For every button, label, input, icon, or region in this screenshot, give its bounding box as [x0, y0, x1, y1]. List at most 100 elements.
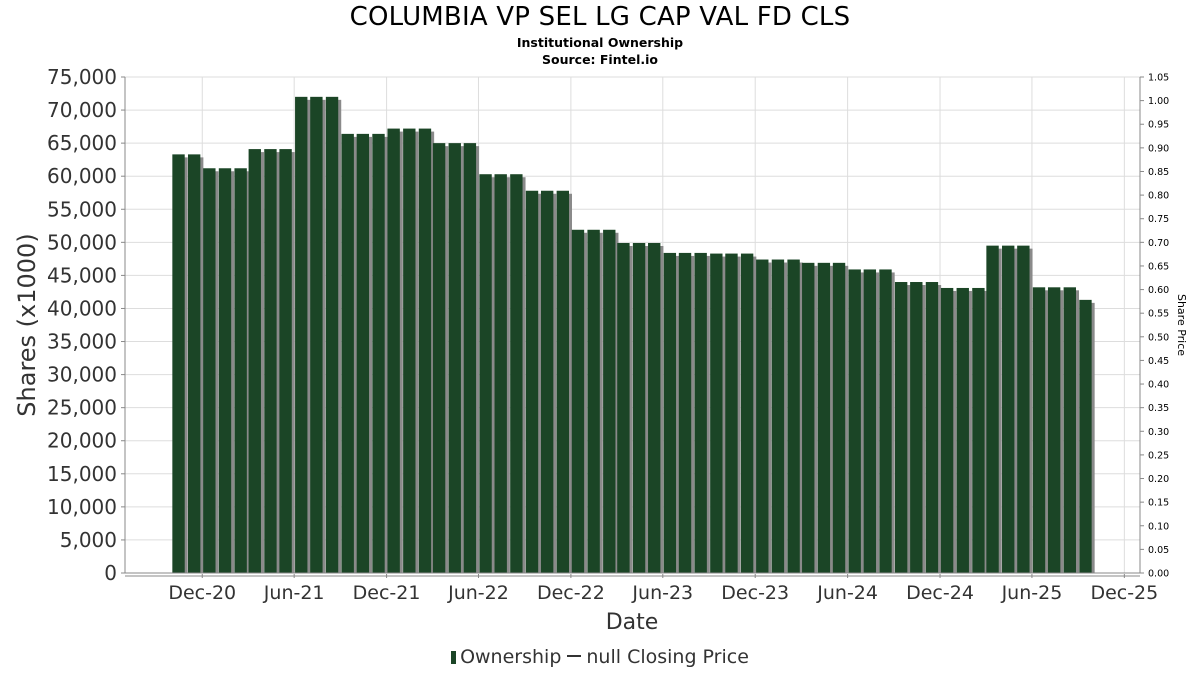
legend-ownership: Ownership	[460, 646, 562, 668]
ownership-bar	[1002, 245, 1015, 573]
ownership-bar	[295, 96, 308, 573]
ownership-bar	[771, 259, 785, 573]
y-tick-label: 0	[104, 561, 117, 585]
y2-tick-label: 0.50	[1148, 332, 1169, 343]
ownership-bar	[603, 229, 616, 573]
y2-tick-label: 0.45	[1148, 356, 1169, 367]
ownership-bar	[325, 96, 339, 573]
ownership-bar	[972, 287, 985, 573]
price-legend-swatch	[567, 655, 582, 657]
ownership-bar	[203, 168, 216, 573]
ownership-bar	[817, 262, 831, 573]
y2-tick-label: 0.85	[1148, 167, 1169, 178]
x-tick-label: Dec-25	[1090, 582, 1158, 604]
ownership-bar	[341, 133, 354, 573]
y-tick-label: 55,000	[47, 197, 117, 221]
y-tick-label: 70,000	[47, 98, 117, 122]
ownership-bar	[479, 174, 492, 573]
x-tick-label: Dec-20	[168, 582, 236, 604]
ownership-bar	[187, 154, 201, 573]
ownership-bar	[248, 149, 261, 573]
ownership-legend-swatch	[451, 651, 457, 664]
x-tick-label: Dec-24	[906, 582, 974, 604]
y2-tick-label: 0.75	[1148, 214, 1169, 225]
y2-tick-label: 0.60	[1148, 285, 1169, 296]
x-tick-label: Jun-23	[631, 582, 693, 604]
y2-tick-label: 0.55	[1148, 309, 1169, 320]
y-tick-label: 20,000	[47, 429, 117, 453]
y2-tick-label: 0.15	[1148, 498, 1169, 509]
ownership-bar	[571, 229, 585, 573]
ownership-bar	[264, 149, 277, 573]
legend-price: null Closing Price	[586, 646, 749, 668]
ownership-bar	[234, 168, 247, 573]
ownership-bar	[525, 190, 539, 573]
ownership-bar	[632, 242, 646, 573]
x-tick-label: Dec-22	[537, 582, 605, 604]
ownership-bar	[986, 245, 999, 573]
x-tick-label: Dec-21	[353, 582, 421, 604]
ownership-bar	[756, 259, 769, 573]
ownership-bar	[894, 282, 908, 573]
y2-tick-label: 0.10	[1148, 521, 1169, 532]
chart-source: Source: Fintel.io	[542, 52, 658, 67]
ownership-bar	[787, 259, 800, 573]
y2-tick-label: 0.25	[1148, 450, 1169, 461]
ownership-bar	[725, 253, 738, 574]
ownership-bar	[418, 128, 432, 574]
y2-tick-label: 0.70	[1148, 238, 1169, 249]
ownership-bar	[956, 287, 969, 573]
ownership-bar	[494, 174, 507, 573]
y2-tick-label: 0.05	[1148, 545, 1169, 556]
y2-tick-label: 1.00	[1148, 96, 1169, 107]
ownership-bar	[832, 262, 846, 573]
ownership-bar	[432, 143, 446, 573]
y2-tick-label: 1.05	[1148, 73, 1169, 84]
y2-tick-label: 0.35	[1148, 403, 1169, 414]
x-tick-label: Dec-23	[721, 582, 789, 604]
y2-tick-label: 0.20	[1148, 474, 1169, 485]
ownership-bar	[372, 133, 385, 573]
x-tick-label: Jun-21	[263, 582, 325, 604]
chart-title: COLUMBIA VP SEL LG CAP VAL FD CLS	[349, 2, 851, 32]
ownership-bar	[648, 242, 661, 573]
y2-tick-label: 0.40	[1148, 380, 1169, 391]
legend: Ownership null Closing Price	[0, 646, 1200, 668]
ownership-bar	[403, 128, 416, 574]
y-tick-label: 25,000	[47, 396, 117, 420]
ownership-bar	[710, 253, 723, 574]
y-tick-label: 30,000	[47, 363, 117, 387]
y2-tick-label: 0.95	[1148, 120, 1169, 131]
ownership-bar	[848, 269, 861, 573]
y-tick-label: 60,000	[47, 164, 117, 188]
ownership-bar	[510, 174, 523, 573]
y-tick-label: 75,000	[47, 65, 117, 89]
ownership-bar	[1047, 287, 1061, 573]
y2-axis-label: Share Price	[1175, 294, 1188, 356]
ownership-bar	[678, 252, 692, 573]
ownership-bar	[663, 252, 677, 573]
chart-subtitle: Institutional Ownership	[516, 35, 684, 50]
y-tick-label: 10,000	[47, 495, 117, 519]
ownership-bar	[740, 253, 754, 574]
x-tick-label: Jun-24	[816, 582, 878, 604]
ownership-bar	[540, 190, 554, 573]
x-tick-label: Jun-25	[1001, 582, 1063, 604]
ownership-bar	[879, 269, 892, 573]
y-axis-label: Shares (x1000)	[13, 233, 41, 416]
ownership-bar	[172, 154, 185, 573]
ownership-bar	[279, 149, 292, 573]
ownership-bar	[940, 287, 954, 573]
y-tick-label: 50,000	[47, 230, 117, 254]
ownership-bar	[617, 242, 630, 573]
ownership-bar	[356, 133, 370, 573]
ownership-bar	[587, 229, 600, 573]
ownership-bar	[556, 190, 569, 573]
y2-tick-label: 0.30	[1148, 427, 1169, 438]
bar-series	[172, 96, 1095, 574]
y-tick-label: 15,000	[47, 462, 117, 486]
y-tick-label: 45,000	[47, 263, 117, 287]
y2-tick-label: 0.00	[1148, 569, 1169, 580]
y-tick-label: 65,000	[47, 131, 117, 155]
